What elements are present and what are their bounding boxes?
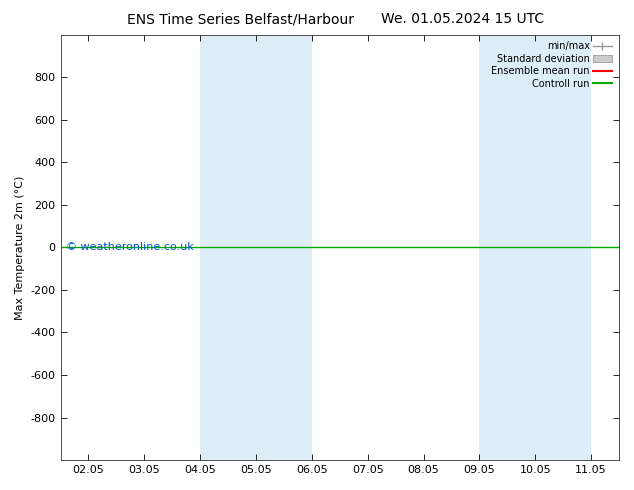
Bar xyxy=(479,35,591,460)
Legend: min/max, Standard deviation, Ensemble mean run, Controll run: min/max, Standard deviation, Ensemble me… xyxy=(489,40,614,91)
Text: We. 01.05.2024 15 UTC: We. 01.05.2024 15 UTC xyxy=(381,12,545,26)
Text: © weatheronline.co.uk: © weatheronline.co.uk xyxy=(66,243,194,252)
Y-axis label: Max Temperature 2m (°C): Max Temperature 2m (°C) xyxy=(15,175,25,319)
Bar xyxy=(200,35,312,460)
Text: ENS Time Series Belfast/Harbour: ENS Time Series Belfast/Harbour xyxy=(127,12,354,26)
